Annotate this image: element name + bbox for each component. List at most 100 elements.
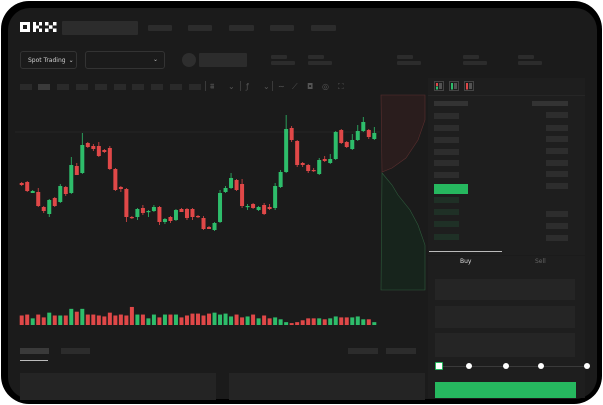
stat-label [463,55,479,59]
volume-bar [30,318,35,325]
volume-bar [328,318,333,325]
buy-button[interactable] [435,382,576,398]
orders-card [229,373,425,400]
candle-body [173,210,178,220]
nav-item[interactable] [148,25,172,31]
nav-item[interactable] [270,25,294,31]
stat-value [463,61,487,65]
chevron-down-icon[interactable]: ⌄ [263,82,270,91]
interval-button[interactable] [57,84,69,90]
volume-bar [306,318,311,325]
filter-button[interactable] [348,348,378,354]
volume-bar [212,312,217,325]
slider-step-25[interactable] [466,363,472,369]
column-header [434,101,468,106]
candle-body [135,209,140,217]
volume-bar [218,314,223,325]
bid-price [434,234,459,240]
total-input[interactable] [435,333,575,357]
volume-bar [372,322,377,325]
ask-price [434,125,459,131]
candle-body [262,205,267,214]
volume-bar [273,317,278,325]
interval-button[interactable] [170,84,182,90]
filter-button[interactable] [386,348,416,354]
depth-asks-area [380,94,426,173]
interval-button[interactable] [95,84,107,90]
indicator-icon[interactable]: ƒ [246,82,249,91]
volume-bar [196,313,200,325]
bid-price [434,209,459,215]
volume-bar [201,315,206,325]
interval-button[interactable] [189,84,201,90]
candle-body [162,219,167,222]
candle-body [333,132,338,159]
market-type-dropdown[interactable]: Spot Trading ⌄ [20,51,77,69]
volume-bar [366,319,371,325]
stat-label [518,55,534,59]
candle-body [201,218,206,229]
nav-item[interactable] [188,25,212,31]
candle-body [317,160,322,174]
amount-input[interactable] [435,306,575,328]
interval-button[interactable] [76,84,88,90]
coin-icon [182,53,196,67]
chevron-down-icon[interactable]: ⌄ [228,82,235,91]
ruler-icon[interactable]: ⟋ [292,82,298,91]
line-tool-icon[interactable]: ∼ [278,82,285,91]
tab-open-orders[interactable] [20,348,49,354]
tab-sell[interactable]: Sell [535,258,546,265]
price-input[interactable] [435,279,575,300]
interval-button-active[interactable] [38,84,50,90]
ask-price [434,137,459,143]
slider-step-75[interactable] [538,363,544,369]
interval-button[interactable] [20,84,32,90]
candle-body [96,146,101,156]
ask-amount [546,183,568,189]
volume-bar [179,317,184,325]
stat-label [397,55,413,59]
bid-amount [546,223,568,229]
ask-price [434,160,459,166]
slider-step-100[interactable] [584,363,590,369]
last-price-badge [434,184,468,194]
volume-bar [317,318,322,325]
search-bar[interactable] [62,21,138,35]
interval-button[interactable] [151,84,163,90]
volume-bar [19,315,24,325]
order-book-view-toggles[interactable] [434,81,474,92]
candle-body [328,159,333,163]
amount-slider-handle[interactable] [435,362,443,370]
stat-label [308,55,324,59]
nav-item[interactable] [229,25,254,31]
settings-icon[interactable]: ◎ [322,82,329,91]
candle-body [85,143,90,147]
tab-buy[interactable]: Buy [460,258,472,265]
candle-body [355,131,360,140]
nav-item[interactable] [311,25,336,31]
okx-logo[interactable] [20,22,57,32]
interval-button[interactable] [114,84,126,90]
volume-bar [355,316,360,325]
bid-amount [546,211,568,217]
volume-bar [124,315,129,325]
ask-amount [546,171,568,177]
pair-dropdown[interactable]: ⌄ [85,51,165,69]
asks-only-icon [464,81,474,91]
active-tab-underline [429,251,502,252]
camera-icon[interactable]: ◘ [307,82,314,91]
active-tab-underline [20,360,48,361]
candle-body [168,217,173,221]
candle-body [240,184,245,206]
chart-type-icon[interactable]: ⩩ [210,82,215,91]
ask-price [434,113,459,119]
fullscreen-icon[interactable]: ⛶ [338,82,344,91]
tab-order-history[interactable] [61,348,90,354]
stat-label [271,55,287,59]
interval-button[interactable] [132,84,144,90]
volume-bar [267,318,272,325]
slider-step-50[interactable] [503,363,509,369]
volume-bar [262,315,267,325]
amount-slider-track[interactable] [439,366,589,367]
